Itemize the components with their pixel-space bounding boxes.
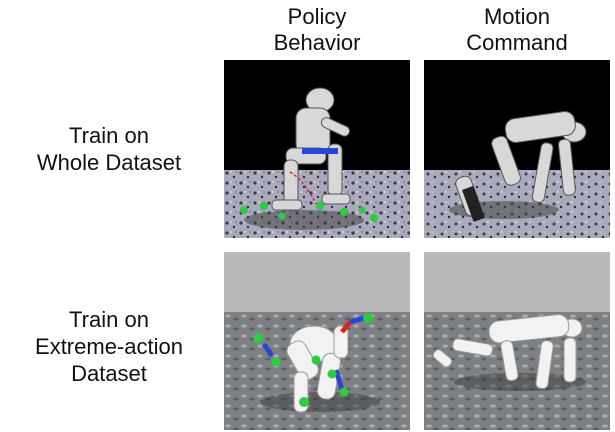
- row-label-whole-dataset: Train on Whole Dataset: [0, 122, 218, 176]
- column-header-line: Motion: [483, 4, 551, 29]
- row-label-extreme-action-dataset: Train on Extreme-action Dataset: [0, 306, 218, 387]
- row-label-line: Train on: [69, 123, 149, 148]
- column-header-policy-behavior: Policy Behavior: [224, 4, 410, 56]
- column-header-line: Policy: [287, 4, 347, 29]
- column-header-motion-command: Motion Command: [424, 4, 610, 56]
- panel-whole-motion-command: [424, 60, 610, 238]
- robot-render-image: [224, 60, 410, 238]
- robot-render-image: [424, 60, 610, 238]
- column-header-line: Command: [466, 30, 568, 55]
- robot-render-image: [224, 252, 410, 430]
- panel-whole-policy-behavior: [224, 60, 410, 238]
- row-label-line: Whole Dataset: [36, 150, 182, 175]
- panel-extreme-motion-command: [424, 252, 610, 430]
- row-label-line: Extreme-action: [35, 334, 183, 359]
- row-label-line: Train on: [69, 307, 149, 332]
- row-label-line: Dataset: [71, 361, 147, 386]
- panel-extreme-policy-behavior: [224, 252, 410, 430]
- robot-render-image: [424, 252, 610, 430]
- column-header-line: Behavior: [273, 30, 361, 55]
